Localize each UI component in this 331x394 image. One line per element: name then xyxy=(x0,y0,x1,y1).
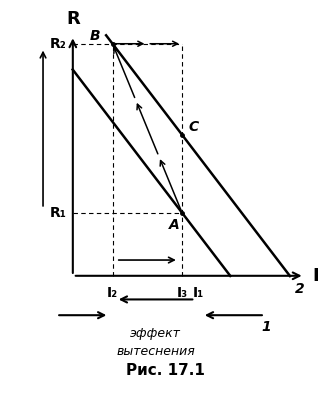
Text: R₂: R₂ xyxy=(49,37,66,51)
Text: I₂: I₂ xyxy=(107,286,118,300)
Text: R: R xyxy=(66,9,80,28)
Text: C: C xyxy=(189,120,199,134)
Text: 1: 1 xyxy=(261,320,271,335)
Text: I₃: I₃ xyxy=(176,286,188,300)
Text: 2: 2 xyxy=(295,282,304,296)
Text: A: A xyxy=(169,217,179,232)
Text: B: B xyxy=(89,29,100,43)
Text: Рис. 17.1: Рис. 17.1 xyxy=(126,363,205,378)
Text: R₁: R₁ xyxy=(49,206,66,220)
Text: I: I xyxy=(313,267,319,285)
Text: I₁: I₁ xyxy=(193,286,204,300)
Text: вытеснения: вытеснения xyxy=(116,345,195,358)
Text: эффект: эффект xyxy=(130,327,181,340)
